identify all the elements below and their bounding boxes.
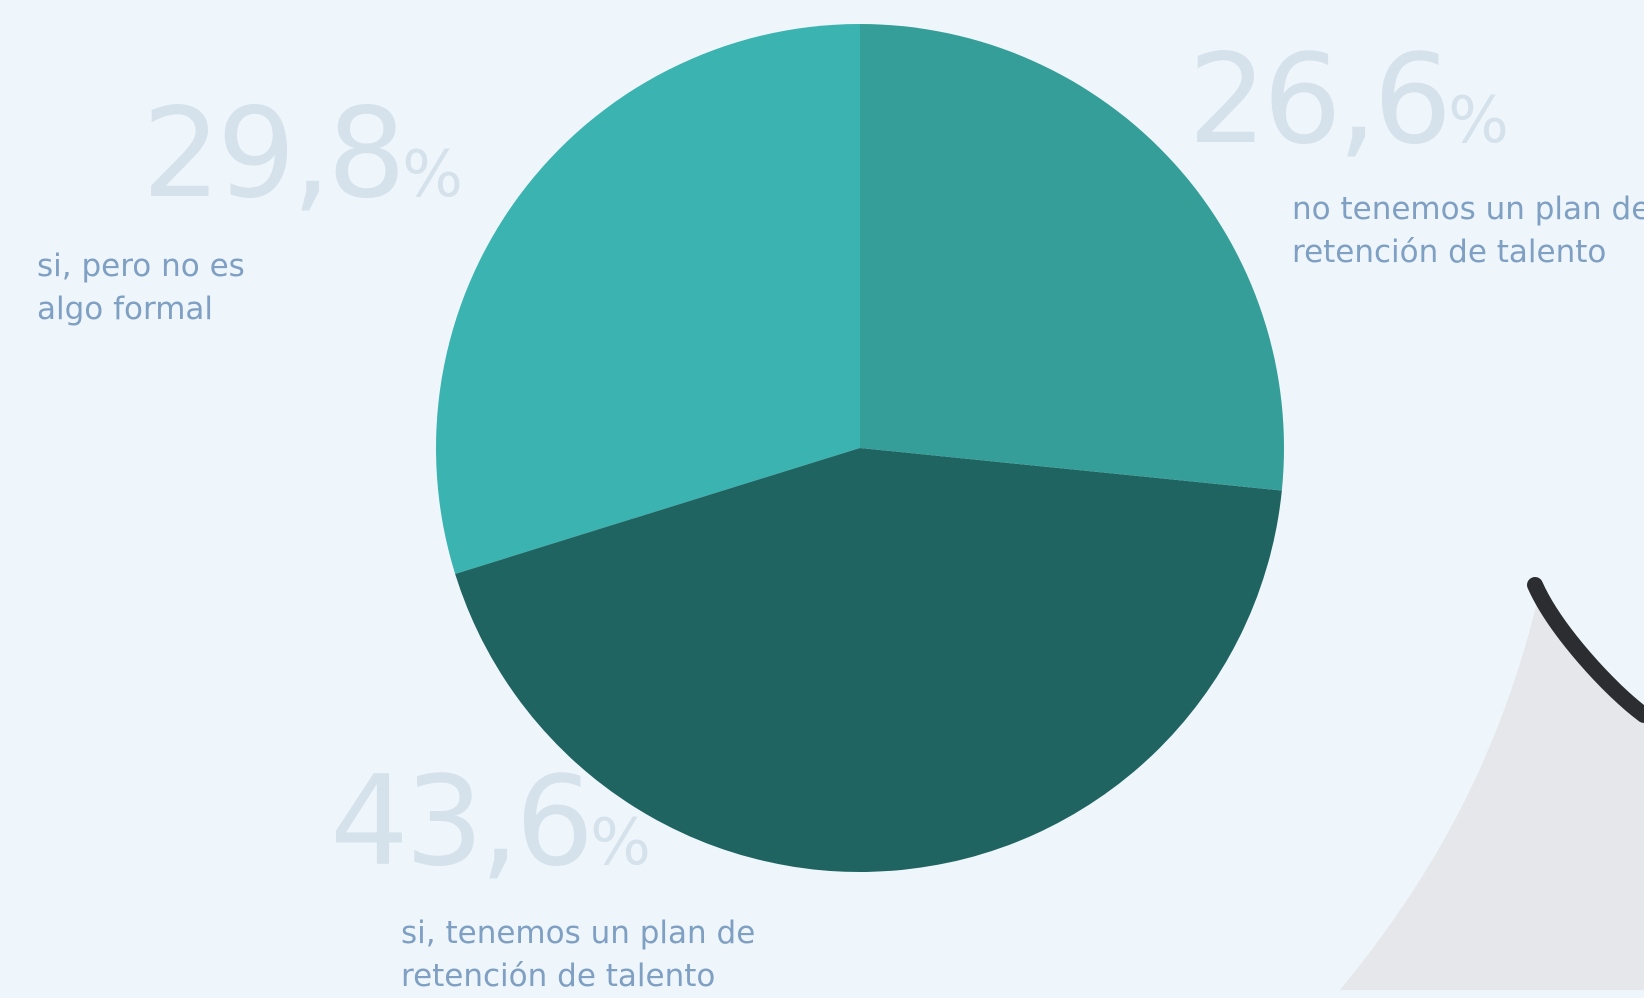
mug-body [1340,590,1644,990]
value-label: 29,8% [142,82,463,226]
category-label: no tenemos un plan de retención de talen… [1292,191,1644,270]
pie-slice [455,448,1282,872]
mug-rim [1527,577,1644,723]
pie-slice [860,24,1284,491]
pie-slice [435,24,860,574]
value-label: 26,6% [1188,28,1509,172]
mug-decoration [1340,577,1644,990]
category-label: si, pero no es algo formal [37,248,245,327]
category-label: si, tenemos un plan de retención de tale… [401,915,756,994]
value-label: 43,6% [330,750,651,894]
